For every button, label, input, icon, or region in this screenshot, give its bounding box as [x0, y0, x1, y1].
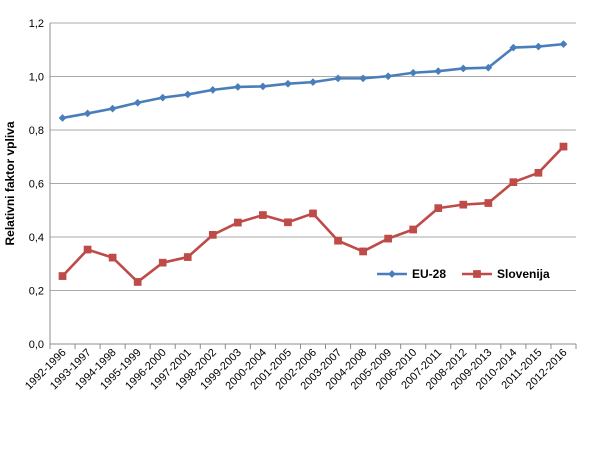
y-tick-label: 0,8	[29, 125, 44, 137]
data-point-slovenija	[384, 234, 392, 243]
y-tick-label: 0,4	[29, 232, 44, 244]
data-point-eu-28	[409, 68, 418, 77]
data-point-slovenija	[484, 199, 493, 207]
data-point-eu-28	[133, 98, 142, 107]
data-point-eu-28	[208, 85, 217, 94]
data-point-eu-28	[158, 93, 167, 102]
data-point-slovenija	[234, 218, 242, 227]
data-point-slovenija	[559, 142, 568, 151]
legend: EU-28 Slovenija	[377, 267, 550, 281]
data-point-slovenija	[83, 245, 92, 254]
data-point-slovenija	[133, 278, 142, 286]
legend-marker	[388, 270, 396, 278]
data-point-slovenija	[309, 209, 317, 218]
data-point-eu-28	[484, 63, 493, 72]
gridlines	[50, 22, 576, 345]
data-point-eu-28	[83, 109, 92, 118]
data-point-slovenija	[359, 247, 367, 256]
data-point-eu-28	[283, 79, 292, 88]
y-tick-label: 0,0	[29, 339, 44, 351]
y-tick-label: 0,2	[29, 286, 44, 298]
y-tick-label: 1,2	[29, 18, 44, 30]
legend-label: Slovenija	[497, 267, 550, 281]
data-point-slovenija	[334, 236, 342, 245]
data-point-eu-28	[258, 82, 267, 91]
data-point-slovenija	[58, 272, 67, 280]
data-point-eu-28	[459, 64, 468, 73]
y-tick-label: 0,6	[29, 179, 44, 191]
axes	[49, 23, 577, 349]
data-point-slovenija	[183, 253, 192, 261]
data-point-eu-28	[559, 40, 568, 49]
data-point-eu-28	[334, 74, 343, 83]
data-point-eu-28	[183, 90, 192, 99]
y-tick-labels: 0,0 0,2 0,4 0,6 0,8 1,0 1,2	[29, 18, 44, 351]
series-eu-28	[58, 40, 568, 122]
data-point-eu-28	[58, 114, 67, 122]
data-point-slovenija	[509, 178, 518, 187]
data-point-slovenija	[284, 218, 292, 227]
data-point-slovenija	[459, 200, 468, 209]
data-point-eu-28	[509, 43, 518, 52]
data-point-eu-28	[434, 67, 443, 76]
legend-item-eu-28: EU-28	[377, 267, 446, 281]
data-point-eu-28	[384, 72, 393, 81]
data-point-slovenija	[208, 231, 217, 239]
legend-item-slovenija: Slovenija	[462, 267, 550, 281]
x-tick-labels: 1992-19961993-19971994-19981995-19991996…	[23, 347, 570, 393]
data-point-eu-28	[359, 74, 368, 83]
legend-label: EU-28	[412, 267, 446, 281]
data-point-slovenija	[409, 225, 418, 234]
y-axis-title: Relativni faktor vpliva	[3, 121, 17, 245]
series-slovenija	[58, 142, 568, 286]
data-point-slovenija	[259, 211, 267, 219]
data-point-slovenija	[108, 253, 117, 262]
y-tick-label: 1,0	[29, 72, 44, 84]
data-point-eu-28	[108, 104, 117, 113]
data-point-eu-28	[534, 42, 543, 51]
data-point-slovenija	[534, 168, 543, 177]
data-point-eu-28	[233, 82, 242, 91]
data-point-slovenija	[158, 258, 167, 267]
series-layer	[58, 40, 568, 286]
legend-marker	[473, 270, 481, 278]
data-point-eu-28	[309, 78, 317, 87]
data-point-slovenija	[434, 204, 443, 212]
